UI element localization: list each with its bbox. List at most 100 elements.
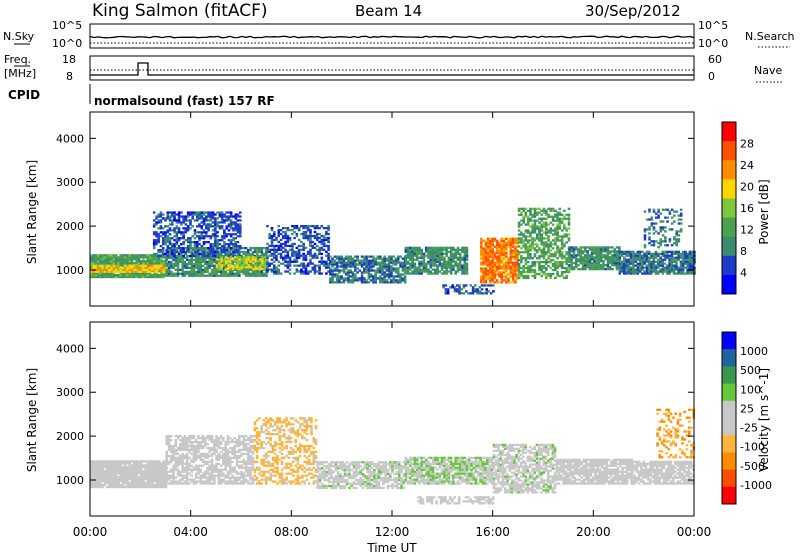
heatmap-cell [203,237,206,239]
heatmap-cell [568,269,571,271]
heatmap-cell [115,476,118,478]
heatmap-cell [178,245,181,247]
heatmap-cell [457,253,460,255]
heatmap-cell [570,246,573,248]
heatmap-cell [122,258,125,260]
heatmap-cell [487,273,490,275]
heatmap-cell [347,262,350,264]
heatmap-cell [300,225,303,227]
heatmap-cell [420,261,423,263]
heatmap-cell [623,267,626,269]
heatmap-cell [407,247,410,249]
heatmap-cell [305,255,308,257]
heatmap-cell [321,247,324,249]
heatmap-cell [196,245,199,247]
heatmap-cell [457,251,460,253]
heatmap-cell [273,239,276,241]
heatmap-cell [307,229,310,231]
heatmap-cell [203,213,206,215]
heatmap-cell [340,265,343,267]
heatmap-cell [411,257,414,259]
heatmap-cell [153,474,156,476]
heatmap-cell [487,269,490,271]
heatmap-cell [543,222,546,224]
heatmap-cell [170,469,173,471]
heatmap-cell [198,237,201,239]
heatmap-cell [411,247,414,249]
heatmap-cell [138,476,141,478]
heatmap-cell [138,274,141,276]
heatmap-cell [302,267,305,269]
heatmap-cell [122,274,125,276]
heatmap-cell [520,208,523,210]
heatmap-cell [99,262,102,264]
heatmap-cell [318,267,321,269]
heatmap-cell [147,472,150,474]
heatmap-cell [496,258,499,260]
heatmap-cell [541,241,544,243]
heatmap-cell [321,253,324,255]
heatmap-cell [531,216,534,218]
heatmap-cell [604,254,607,256]
heatmap-cell [194,243,197,245]
heatmap-cell [268,235,271,237]
heatmap-cell [411,265,414,267]
heatmap-cell [198,211,201,213]
heatmap-cell [144,254,147,256]
heatmap-cell [331,269,334,271]
heatmap-cell [214,227,217,229]
heatmap-cell [142,274,145,276]
heatmap-cell [207,211,210,213]
heatmap-cell [340,277,343,279]
heatmap-cell [110,464,113,466]
heatmap-cell [492,284,495,286]
heatmap-cell [248,258,251,260]
heatmap-cell [547,249,550,251]
heatmap-cell [445,288,448,290]
colorbar-tick-label: 24 [740,159,754,172]
heatmap-cell [189,237,192,239]
heatmap-cell [221,219,224,221]
heatmap-cell [187,251,190,253]
heatmap-cell [221,215,224,217]
heatmap-cell [129,464,132,466]
heatmap-cell [115,269,118,271]
heatmap-cell [205,211,208,213]
heatmap-cell [191,215,194,217]
heatmap-cell [212,253,215,255]
heatmap-cell [175,275,178,277]
heatmap-cell [545,253,548,255]
heatmap-cell [646,269,649,271]
heatmap-cell [450,267,453,269]
heatmap-cell [198,215,201,217]
heatmap-cell [278,249,281,251]
heatmap-cell [92,464,95,466]
heatmap-cell [181,275,184,277]
heatmap-cell [171,237,174,239]
heatmap-cell [550,222,553,224]
heatmap-cell [184,263,187,265]
heatmap-cell [668,269,671,271]
heatmap-cell [604,250,607,252]
heatmap-cell [503,238,506,240]
heatmap-cell [166,263,169,265]
heatmap-cell [414,253,417,255]
heatmap-cell [452,253,455,255]
heatmap-cell [457,259,460,261]
heatmap-cell [280,263,283,265]
heatmap-cell [122,271,125,273]
heatmap-cell [298,251,301,253]
heatmap-cell [201,231,204,233]
heatmap-cell [144,271,147,273]
heatmap-cell [104,274,107,276]
heatmap-cell [678,230,681,232]
heatmap-cell [655,257,658,259]
heatmap-cell [550,253,553,255]
heatmap-cell [386,269,389,271]
heatmap-cell [514,238,517,240]
heatmap-cell [160,231,163,233]
heatmap-cell [167,245,170,247]
heatmap-cell [547,214,550,216]
heatmap-cell [487,265,490,267]
